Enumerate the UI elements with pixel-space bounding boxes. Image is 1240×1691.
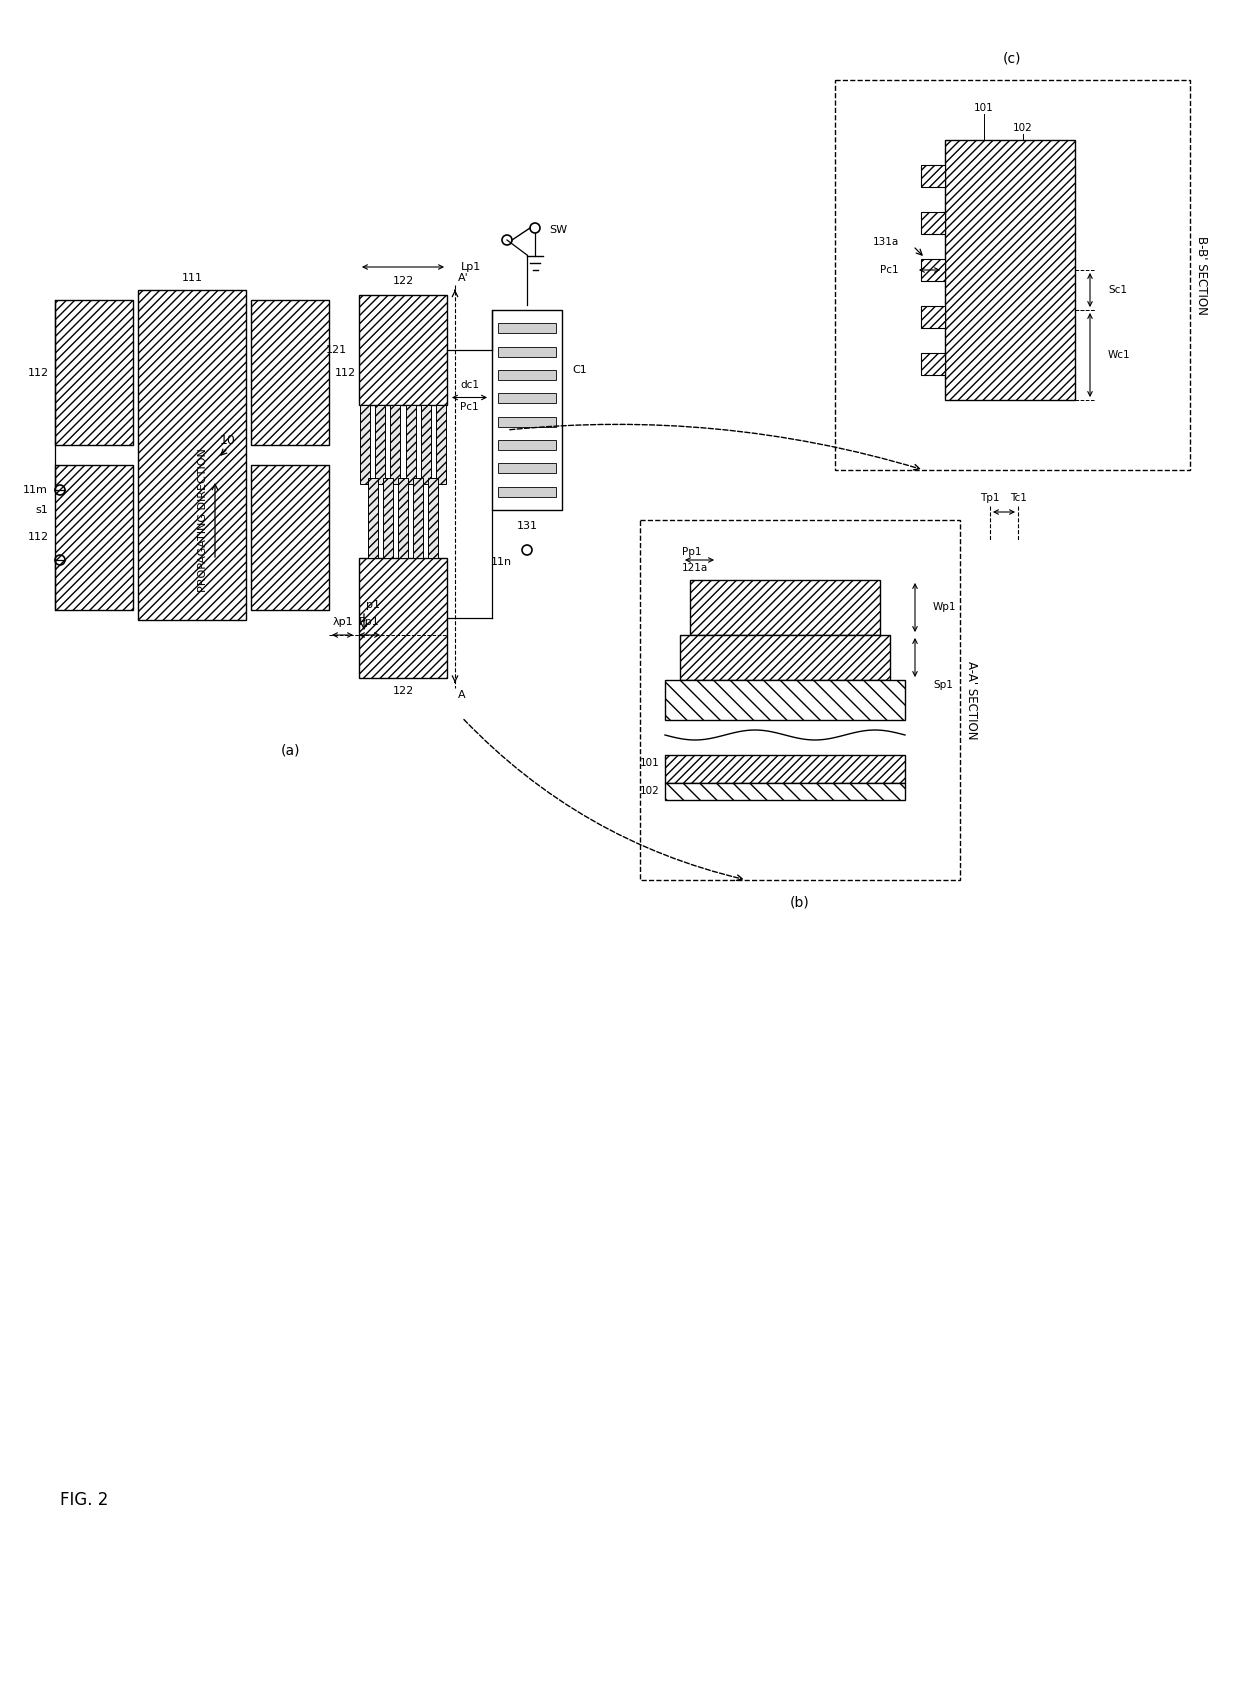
Text: p1: p1 <box>366 600 379 610</box>
Bar <box>405 406 415 484</box>
Bar <box>665 754 905 783</box>
Bar <box>665 680 905 720</box>
Text: 131: 131 <box>517 521 537 531</box>
Bar <box>55 299 133 445</box>
Text: Tc1: Tc1 <box>1009 494 1027 502</box>
Text: Wp1: Wp1 <box>932 602 956 612</box>
Bar <box>360 294 446 406</box>
Text: Pc1: Pc1 <box>460 402 479 413</box>
Text: 122: 122 <box>392 276 414 286</box>
Text: 131a: 131a <box>873 237 899 247</box>
Bar <box>835 79 1190 470</box>
Bar <box>55 465 133 610</box>
Bar <box>376 406 386 484</box>
Bar <box>680 636 890 680</box>
Text: 112: 112 <box>27 367 50 377</box>
Text: 112: 112 <box>27 533 50 543</box>
Bar <box>640 521 960 879</box>
Bar <box>250 299 329 445</box>
Text: λp1: λp1 <box>332 617 353 627</box>
Bar <box>498 487 556 497</box>
Bar <box>689 580 880 636</box>
Text: A-A' SECTION: A-A' SECTION <box>965 661 978 739</box>
Text: Wc1: Wc1 <box>1109 350 1131 360</box>
Text: Pp1: Pp1 <box>682 546 702 556</box>
Bar <box>420 406 430 484</box>
Text: Sc1: Sc1 <box>1109 286 1127 294</box>
Bar <box>498 370 556 380</box>
Text: 122: 122 <box>392 687 414 697</box>
Bar <box>921 166 945 188</box>
Bar <box>498 440 556 450</box>
Text: Pc1: Pc1 <box>880 265 899 276</box>
Bar <box>492 309 562 511</box>
Text: 102: 102 <box>1013 123 1033 134</box>
Bar <box>498 463 556 473</box>
Text: SW: SW <box>549 225 567 235</box>
Text: dc1: dc1 <box>460 379 479 389</box>
Bar <box>367 479 378 558</box>
Text: Tp1: Tp1 <box>981 494 999 502</box>
Bar <box>498 416 556 426</box>
Bar <box>498 347 556 357</box>
Text: Pp1: Pp1 <box>360 617 379 627</box>
Text: 11n: 11n <box>491 556 512 566</box>
Bar <box>665 783 905 800</box>
Text: 101: 101 <box>975 103 994 113</box>
Text: A': A' <box>458 272 469 282</box>
Text: 10: 10 <box>219 433 236 446</box>
Bar <box>921 306 945 328</box>
Bar <box>921 353 945 375</box>
Bar <box>428 479 439 558</box>
Bar <box>391 406 401 484</box>
Text: 11m: 11m <box>24 485 48 495</box>
Text: (b): (b) <box>790 895 810 910</box>
Bar <box>921 211 945 233</box>
Bar <box>383 479 393 558</box>
Text: 112: 112 <box>335 367 356 377</box>
Text: Sp1: Sp1 <box>932 680 952 690</box>
Text: s1: s1 <box>35 506 48 516</box>
Text: Lp1: Lp1 <box>461 262 481 272</box>
Bar <box>250 465 329 610</box>
Text: 111: 111 <box>181 272 202 282</box>
Text: 121a: 121a <box>682 563 708 573</box>
Bar <box>498 323 556 333</box>
Text: (a): (a) <box>280 742 300 758</box>
Text: PROPAGATING DIRECTION: PROPAGATING DIRECTION <box>198 448 208 592</box>
Bar <box>360 558 446 678</box>
Text: B-B' SECTION: B-B' SECTION <box>1195 235 1208 315</box>
Bar <box>138 289 246 621</box>
Bar <box>498 394 556 404</box>
Text: C1: C1 <box>572 365 587 375</box>
Text: 101: 101 <box>640 758 660 768</box>
Bar <box>360 406 370 484</box>
Text: A: A <box>458 690 466 700</box>
Bar <box>945 140 1075 401</box>
Bar <box>436 406 446 484</box>
Text: 102: 102 <box>640 786 660 796</box>
Bar <box>398 479 408 558</box>
Text: FIG. 2: FIG. 2 <box>60 1491 108 1508</box>
Text: 121: 121 <box>326 345 347 355</box>
Text: (c): (c) <box>1003 51 1022 64</box>
Bar <box>921 259 945 281</box>
Bar <box>413 479 423 558</box>
